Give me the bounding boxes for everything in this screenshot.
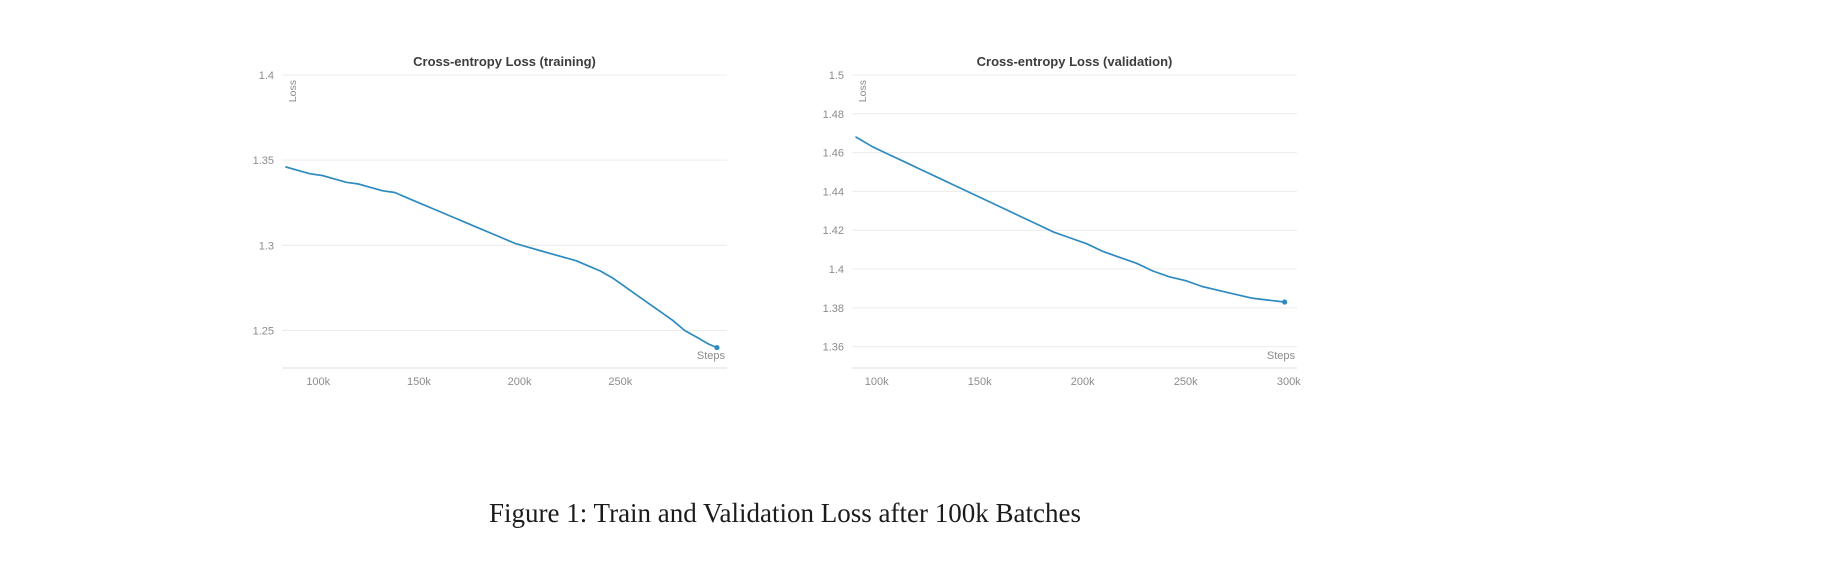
training-chart-title: Cross-entropy Loss (training) bbox=[413, 54, 596, 69]
svg-text:1.35: 1.35 bbox=[253, 155, 274, 167]
svg-text:150k: 150k bbox=[968, 376, 992, 388]
svg-text:Loss: Loss bbox=[287, 80, 299, 102]
svg-text:250k: 250k bbox=[1174, 376, 1198, 388]
svg-text:1.5: 1.5 bbox=[829, 70, 844, 82]
svg-text:1.3: 1.3 bbox=[259, 240, 274, 252]
svg-text:150k: 150k bbox=[407, 376, 431, 388]
svg-text:1.48: 1.48 bbox=[823, 109, 844, 121]
svg-text:100k: 100k bbox=[865, 376, 889, 388]
svg-text:Loss: Loss bbox=[857, 80, 869, 102]
svg-text:1.46: 1.46 bbox=[823, 148, 844, 160]
training-loss-plot: 1.25 1.3 1.35 1.4 100k 150k 200k 250k Steps Loss bbox=[230, 38, 740, 408]
svg-text:1.25: 1.25 bbox=[253, 326, 274, 338]
validation-loss-chart: Cross-entropy Loss (validation) 1.36 1.38… bbox=[800, 38, 1310, 408]
svg-text:100k: 100k bbox=[306, 376, 330, 388]
svg-text:1.4: 1.4 bbox=[829, 264, 844, 276]
svg-text:1.38: 1.38 bbox=[823, 303, 844, 315]
svg-text:250k: 250k bbox=[608, 376, 632, 388]
training-loss-chart: Cross-entropy Loss (training) 1.25 1.3 1.3… bbox=[230, 38, 740, 408]
svg-text:Steps: Steps bbox=[1267, 350, 1296, 362]
validation-chart-title: Cross-entropy Loss (validation) bbox=[976, 54, 1173, 69]
svg-text:200k: 200k bbox=[508, 376, 532, 388]
svg-text:1.42: 1.42 bbox=[823, 225, 844, 237]
svg-text:1.4: 1.4 bbox=[259, 70, 274, 82]
svg-text:Steps: Steps bbox=[697, 350, 726, 362]
figure-caption: Figure 1: Train and Validation Loss afte… bbox=[489, 498, 1081, 528]
svg-text:300k: 300k bbox=[1277, 376, 1301, 388]
svg-text:1.36: 1.36 bbox=[823, 342, 844, 354]
svg-text:200k: 200k bbox=[1071, 376, 1095, 388]
svg-text:1.44: 1.44 bbox=[823, 186, 844, 198]
validation-loss-plot: 1.36 1.38 1.4 1.42 1.44 1.46 1.48 1.5 100k 150k 20… bbox=[800, 38, 1310, 408]
